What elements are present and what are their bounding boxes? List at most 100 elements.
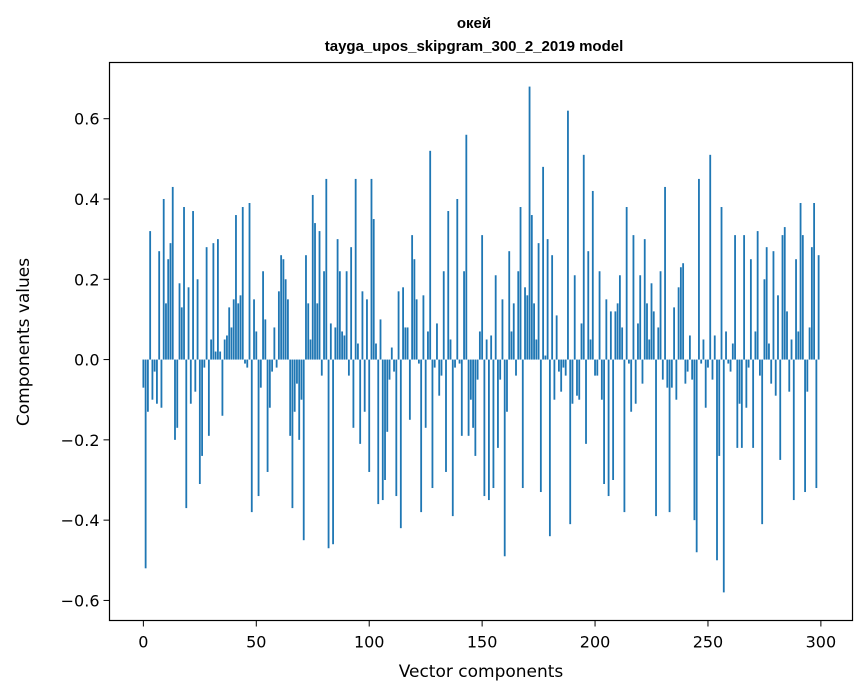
bar — [537, 243, 540, 360]
bar — [325, 178, 328, 360]
bar — [237, 303, 240, 360]
bar — [469, 359, 472, 400]
bar — [210, 339, 213, 360]
bar — [372, 219, 375, 360]
bar — [704, 359, 707, 408]
bar — [302, 359, 305, 541]
bar — [156, 359, 158, 404]
bar — [442, 271, 445, 360]
bar — [316, 303, 319, 360]
bar — [289, 359, 292, 436]
bar — [594, 359, 596, 376]
bar — [655, 359, 657, 517]
bar — [180, 307, 183, 360]
x-axis-ticks: 0 50 100 150 200 250 300 — [138, 620, 836, 652]
bar — [352, 359, 355, 428]
bar — [759, 359, 761, 376]
bar — [605, 299, 608, 360]
bar — [460, 359, 463, 436]
bar — [695, 359, 698, 553]
bar — [327, 359, 330, 549]
y-axis-label: Components values — [14, 258, 34, 426]
bar — [576, 359, 578, 396]
bar — [777, 295, 779, 360]
bar — [153, 359, 156, 372]
bar — [395, 359, 398, 497]
bar — [144, 359, 147, 569]
bar — [379, 319, 382, 360]
bar — [657, 327, 660, 360]
bar — [239, 295, 242, 360]
bar — [675, 359, 678, 400]
bar — [749, 259, 752, 360]
x-tick-label: 150 — [467, 633, 498, 652]
bar — [494, 275, 497, 360]
bar — [535, 339, 538, 360]
bar — [618, 275, 621, 360]
bar — [397, 291, 400, 360]
bar — [600, 359, 603, 400]
bar — [539, 359, 542, 493]
bar — [801, 235, 804, 360]
bar — [684, 359, 687, 384]
bar — [357, 343, 359, 360]
bar — [650, 283, 653, 360]
bar — [783, 227, 786, 360]
bar — [490, 335, 493, 360]
y-axis-ticks: −0.6 −0.4 −0.2 0.0 0.2 0.4 0.6 — [61, 110, 110, 610]
bar — [440, 359, 443, 376]
bar — [609, 311, 612, 360]
bar — [578, 359, 581, 400]
bar — [492, 359, 495, 489]
bar — [399, 359, 402, 529]
bar — [752, 359, 755, 448]
bar — [381, 359, 384, 501]
bar — [165, 303, 167, 360]
bar — [729, 359, 732, 372]
bar — [788, 359, 791, 392]
bar — [815, 359, 818, 489]
bar — [765, 247, 768, 360]
bar — [679, 267, 682, 360]
bar — [722, 359, 725, 593]
bar — [347, 359, 350, 376]
bar — [420, 359, 423, 513]
bar — [813, 203, 816, 360]
bar — [571, 359, 574, 404]
bar — [375, 343, 377, 360]
bar — [354, 178, 357, 360]
bar — [386, 359, 389, 432]
bar — [451, 359, 454, 517]
bar — [250, 359, 253, 513]
bar — [454, 359, 456, 368]
bar — [560, 359, 563, 392]
bar — [569, 359, 572, 525]
bar — [797, 331, 800, 360]
bar — [142, 359, 145, 388]
y-tick-label: −0.6 — [61, 591, 100, 610]
bar — [436, 323, 438, 360]
bar — [219, 351, 222, 360]
bar — [497, 359, 499, 448]
chart-title: окей — [457, 15, 491, 32]
bar — [745, 359, 748, 408]
bar — [467, 359, 470, 436]
bar — [309, 339, 312, 360]
bar — [761, 359, 764, 525]
bar — [320, 359, 323, 376]
bar — [277, 291, 280, 360]
bar — [246, 359, 249, 368]
bar — [768, 343, 770, 360]
bar — [772, 251, 775, 360]
bar — [402, 287, 404, 360]
bar — [707, 359, 709, 368]
bar — [332, 359, 334, 545]
bar — [774, 359, 777, 396]
bar — [546, 239, 549, 360]
x-axis-label: Vector components — [399, 662, 564, 682]
bar — [508, 251, 511, 360]
bar — [643, 239, 646, 360]
bar — [711, 359, 714, 380]
bar — [390, 347, 393, 360]
bar — [293, 359, 296, 412]
